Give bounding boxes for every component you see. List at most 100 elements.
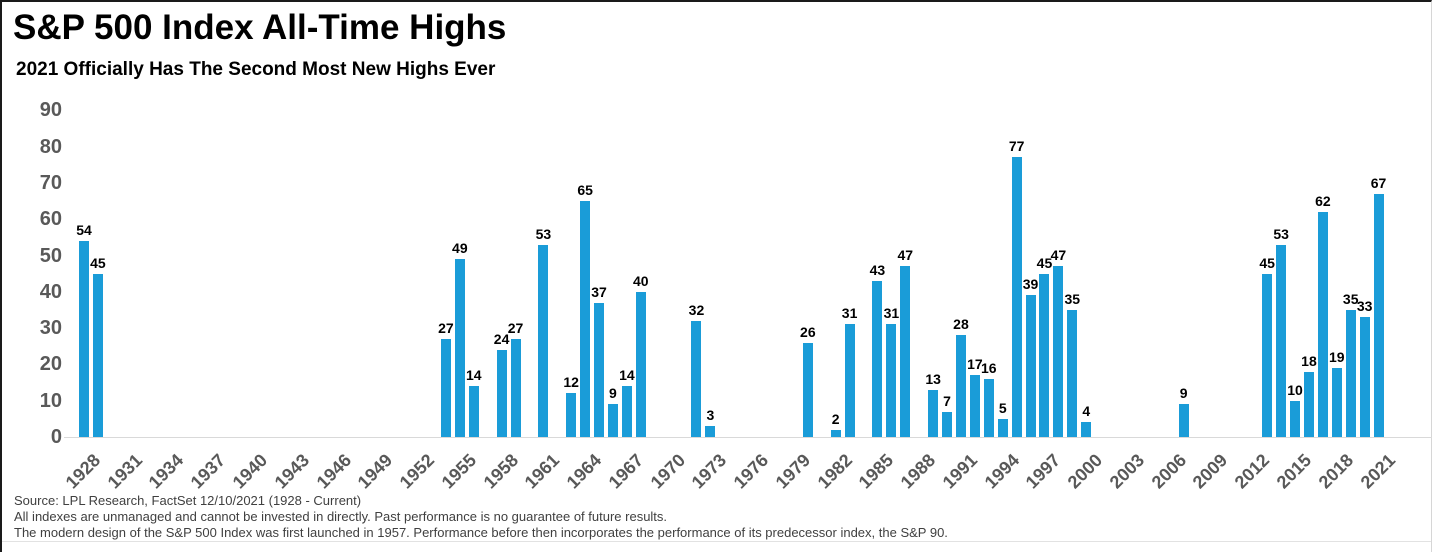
bar-value-label-1968: 40 — [633, 272, 649, 289]
x-axis-tick-label-1934: 1934 — [145, 450, 188, 493]
bar-1995 — [1011, 157, 1022, 437]
bar-value-label-1980: 26 — [800, 323, 816, 340]
footer-source-line: Source: LPL Research, FactSet 12/10/2021… — [14, 493, 362, 508]
x-axis-tick-label-1937: 1937 — [186, 450, 230, 493]
bar-value-label-1956: 14 — [465, 367, 482, 384]
bar-1998 — [1053, 266, 1064, 437]
x-axis-tick-label-1940: 1940 — [228, 450, 272, 493]
x-axis-tick-label-1967: 1967 — [604, 450, 648, 493]
bar-value-label-1983: 31 — [841, 305, 858, 322]
bar-value-label-1999: 35 — [1064, 290, 1081, 307]
bar-1968 — [635, 291, 646, 437]
x-axis-line — [64, 437, 1432, 438]
bar-1982 — [830, 429, 841, 437]
x-axis-tick-label-1994: 1994 — [980, 450, 1023, 493]
bar-2017 — [1317, 211, 1328, 437]
bar-1987 — [900, 266, 911, 437]
y-axis-tick-label-10: 10 — [39, 389, 62, 412]
x-axis-tick-label-2015: 2015 — [1272, 450, 1316, 493]
y-axis-tick-label-50: 50 — [39, 244, 62, 267]
x-axis-tick-label-1979: 1979 — [771, 450, 815, 493]
bar-2016 — [1303, 371, 1314, 437]
x-axis-tick-label-1958: 1958 — [479, 450, 522, 493]
bar-value-label-1991: 28 — [953, 316, 969, 333]
x-axis-tick-label-1955: 1955 — [437, 450, 480, 493]
bar-value-label-2014: 53 — [1273, 225, 1289, 242]
bar-1980 — [802, 342, 813, 437]
bar-1994 — [997, 418, 1008, 437]
y-axis-tick-label-20: 20 — [39, 353, 62, 376]
bar-value-label-1954: 27 — [438, 319, 454, 336]
x-axis-tick-label-1928: 1928 — [61, 450, 105, 493]
bar-value-label-1987: 47 — [897, 247, 914, 264]
x-axis-tick-label-1943: 1943 — [270, 450, 313, 493]
bar-value-label-2017: 62 — [1315, 192, 1331, 209]
bar-value-label-2007: 9 — [1179, 385, 1188, 402]
x-axis-tick-label-1946: 1946 — [312, 450, 355, 493]
bar-value-label-1966: 9 — [609, 385, 617, 402]
y-axis-tick-label-70: 70 — [39, 171, 62, 194]
bar-1929 — [92, 273, 103, 437]
bar-1928 — [79, 240, 89, 437]
bar-2013 — [1262, 273, 1273, 437]
x-axis-tick-label-2021: 2021 — [1356, 450, 1399, 493]
chart-title: S&P 500 Index All-Time Highs — [13, 8, 507, 47]
x-axis-tick-label-2000: 2000 — [1063, 450, 1107, 493]
y-axis-tick-label-30: 30 — [39, 317, 62, 340]
bar-2007 — [1178, 404, 1189, 437]
x-axis-tick-label-1970: 1970 — [646, 450, 689, 493]
bar-value-label-1990: 7 — [943, 392, 951, 409]
bar-value-label-1967: 14 — [619, 367, 635, 384]
bar-value-label-1989: 13 — [925, 370, 941, 387]
bar-1986 — [886, 324, 897, 437]
bar-1964 — [580, 201, 591, 437]
y-axis-tick-label-90: 90 — [39, 99, 62, 122]
x-axis-tick-label-1982: 1982 — [813, 450, 856, 493]
bar-value-label-1963: 12 — [563, 374, 579, 391]
bar-1959 — [510, 338, 521, 437]
y-axis-tick-label-40: 40 — [39, 280, 62, 303]
bar-value-label-1985: 43 — [869, 261, 886, 278]
footer-notes: Source: LPL Research, FactSet 12/10/2021… — [14, 493, 948, 541]
bar-1991 — [955, 335, 966, 437]
bar-value-label-1994: 5 — [998, 399, 1007, 416]
y-axis-tick-label-80: 80 — [39, 135, 62, 158]
bar-value-label-1972: 32 — [688, 301, 705, 318]
x-axis-tick-label-1991: 1991 — [938, 450, 982, 493]
bar-value-label-2000: 4 — [1082, 403, 1091, 420]
x-axis-tick-label-1964: 1964 — [562, 450, 606, 493]
bar-2000 — [1081, 422, 1092, 437]
bar-1965 — [594, 302, 605, 437]
bar-1973 — [705, 426, 716, 437]
bar-1997 — [1039, 273, 1050, 437]
footer-disclaimer-line: All indexes are unmanaged and cannot be … — [14, 509, 668, 524]
bar-1967 — [621, 386, 632, 437]
bar-value-label-1996: 39 — [1022, 276, 1039, 293]
bar-1955 — [454, 259, 465, 437]
bottom-divider-line — [2, 541, 1431, 542]
x-axis-tick-label-1952: 1952 — [395, 450, 439, 493]
bar-value-label-1929: 45 — [90, 254, 106, 271]
bar-1958 — [496, 349, 507, 437]
bar-value-label-2013: 45 — [1259, 254, 1275, 271]
bar-value-label-1982: 2 — [831, 410, 840, 427]
bar-1990 — [942, 411, 953, 437]
bar-1983 — [844, 324, 855, 437]
bar-value-label-2018: 19 — [1329, 349, 1345, 366]
x-axis-tick-label-1931: 1931 — [103, 450, 146, 493]
x-axis-tick-label-1988: 1988 — [896, 450, 940, 493]
bar-value-label-1958: 24 — [493, 330, 510, 347]
x-axis-tick-label-1985: 1985 — [855, 450, 898, 493]
bar-value-label-1998: 47 — [1050, 247, 1067, 264]
bar-value-label-1961: 53 — [535, 225, 552, 242]
x-axis-tick-label-2009: 2009 — [1189, 450, 1232, 493]
bar-value-label-1986: 31 — [883, 305, 900, 322]
bar-1963 — [566, 393, 577, 437]
bar-value-label-1965: 37 — [591, 283, 607, 300]
y-axis-tick-label-60: 60 — [39, 208, 62, 231]
bar-2020 — [1359, 317, 1370, 437]
bar-value-label-2016: 18 — [1301, 352, 1317, 369]
bar-2014 — [1276, 244, 1287, 437]
bar-value-label-2015: 10 — [1287, 381, 1303, 398]
